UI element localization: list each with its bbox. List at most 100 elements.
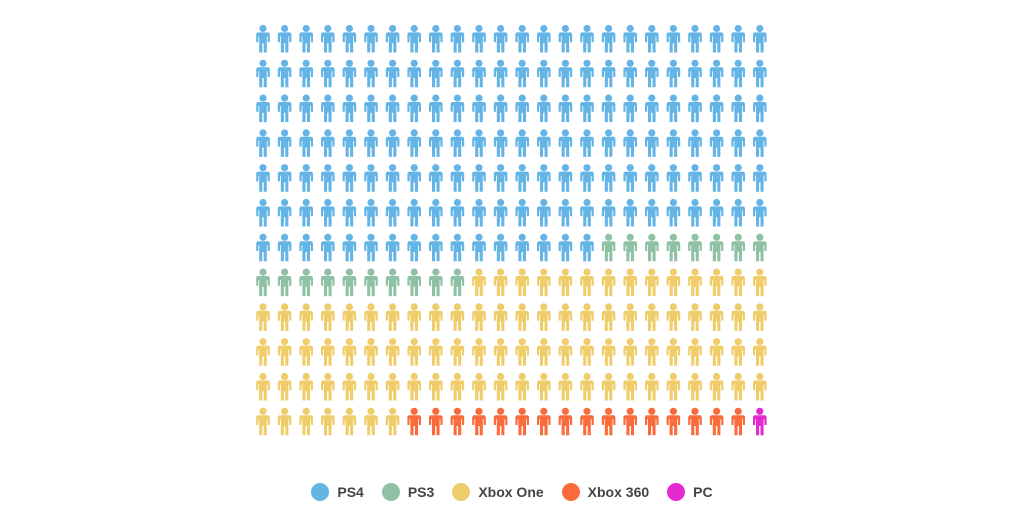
person-icon-ps3: [256, 268, 270, 297]
person-icon-ps4: [450, 24, 465, 53]
person-icon-ps4: [753, 198, 767, 227]
person-icon-ps3: [623, 233, 637, 262]
person-icon-ps4: [645, 59, 659, 88]
person-icon-xbox-one: [277, 407, 292, 436]
person-icon-ps4: [321, 164, 335, 192]
person-icon-ps4: [515, 198, 529, 227]
legend-swatch-ps3: [381, 483, 400, 501]
person-icon-ps4: [299, 59, 313, 88]
person-icon-xbox-one: [342, 407, 357, 436]
person-icon-ps4: [342, 198, 357, 227]
person-icon-ps4: [299, 94, 313, 123]
person-icon-xbox-one: [385, 372, 400, 401]
legend-label-ps3: PS3: [407, 484, 435, 500]
person-icon-xbox-one: [580, 303, 594, 331]
person-icon-xbox-one: [558, 268, 573, 297]
person-icon-ps4: [472, 233, 486, 262]
person-icon-xbox-one: [299, 338, 313, 366]
person-icon-ps4: [537, 233, 551, 262]
person-icon-ps4: [429, 129, 443, 157]
person-icon-xbox-one: [731, 268, 745, 297]
person-icon-xbox-one: [709, 338, 724, 366]
person-icon-ps4: [731, 24, 745, 53]
person-icon-ps3: [645, 233, 659, 262]
person-icon-ps4: [429, 94, 443, 123]
person-icon-ps4: [688, 164, 702, 192]
person-icon-xbox-360: [450, 407, 465, 436]
legend-item-ps4[interactable]: PS4: [311, 483, 364, 501]
person-icon-ps4: [450, 198, 465, 227]
person-icon-xbox-one: [472, 372, 486, 401]
person-icon-ps4: [385, 198, 400, 227]
person-icon-ps4: [580, 129, 594, 157]
person-icon-xbox-one: [321, 407, 335, 436]
person-icon-xbox-one: [753, 268, 767, 297]
person-icon-ps4: [753, 129, 767, 157]
person-icon-xbox-one: [515, 338, 529, 366]
legend-item-xbox-one[interactable]: Xbox One: [452, 483, 544, 501]
legend-swatch-ps4: [311, 483, 330, 501]
person-icon-ps4: [515, 94, 529, 123]
person-icon-ps4: [277, 198, 292, 227]
person-icon-ps4: [537, 24, 551, 53]
person-icon-xbox-one: [558, 372, 573, 401]
person-icon-xbox-one: [709, 372, 724, 401]
person-icon-xbox-one: [537, 268, 551, 297]
person-icon-ps4: [558, 129, 573, 157]
person-icon-ps4: [493, 164, 508, 192]
legend-item-xbox-360[interactable]: Xbox 360: [561, 483, 649, 501]
person-icon-ps4: [256, 24, 270, 53]
person-icon-ps4: [515, 24, 529, 53]
person-icon-xbox-one: [580, 372, 594, 401]
person-icon-ps4: [256, 233, 270, 262]
person-icon-xbox-one: [666, 303, 681, 331]
person-icon-xbox-one: [688, 303, 702, 331]
person-icon-xbox-one: [731, 372, 745, 401]
person-icon-ps4: [364, 164, 378, 192]
person-icon-xbox-one: [580, 338, 594, 366]
person-icon-xbox-one: [645, 303, 659, 331]
person-icon-xbox-one: [385, 303, 400, 331]
person-icon-ps4: [407, 233, 421, 262]
person-icon-ps4: [580, 59, 594, 88]
person-icon-ps4: [731, 129, 745, 157]
person-icon-ps4: [385, 59, 400, 88]
person-icon-ps4: [450, 129, 465, 157]
legend-label-ps4: PS4: [337, 484, 364, 500]
person-icon-xbox-one: [364, 372, 378, 401]
person-icon-ps3: [342, 268, 357, 297]
person-icon-ps4: [407, 59, 421, 88]
person-icon-xbox-360: [645, 407, 659, 436]
person-icon-xbox-one: [342, 372, 357, 401]
person-icon-ps4: [364, 129, 378, 157]
person-icon-ps4: [731, 164, 745, 192]
person-icon-ps4: [645, 198, 659, 227]
person-icon-ps4: [407, 94, 421, 123]
person-icon-ps4: [472, 59, 486, 88]
person-icon-ps4: [580, 24, 594, 53]
person-icon-xbox-one: [450, 372, 465, 401]
person-icon-xbox-one: [753, 338, 767, 366]
person-icon-ps4: [450, 59, 465, 88]
person-icon-xbox-one: [537, 372, 551, 401]
person-icon-ps4: [753, 164, 767, 192]
person-icon-ps4: [623, 198, 637, 227]
legend-item-ps3[interactable]: PS3: [381, 483, 435, 501]
person-icon-ps4: [601, 24, 616, 53]
person-icon-xbox-360: [731, 407, 745, 436]
person-icon-ps4: [645, 24, 659, 53]
person-icon-ps4: [537, 164, 551, 192]
person-icon-ps4: [342, 24, 357, 53]
person-icon-ps4: [709, 94, 724, 123]
person-icon-ps4: [558, 24, 573, 53]
legend-swatch-pc: [667, 483, 686, 501]
legend: PS4 PS3 Xbox One Xbox 360 PC: [0, 480, 1024, 504]
person-icon-ps4: [558, 198, 573, 227]
person-icon-ps4: [385, 164, 400, 192]
legend-item-pc[interactable]: PC: [667, 483, 713, 501]
person-icon-xbox-360: [407, 407, 421, 436]
person-icon-xbox-360: [623, 407, 637, 436]
person-icon-xbox-one: [472, 338, 486, 366]
person-icon-ps4: [256, 198, 270, 227]
person-icon-xbox-one: [688, 268, 702, 297]
